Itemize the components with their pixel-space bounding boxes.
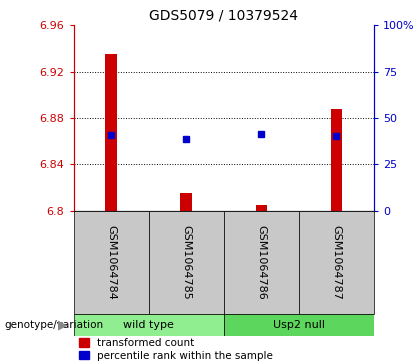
Text: GSM1064785: GSM1064785: [181, 225, 191, 299]
Text: Usp2 null: Usp2 null: [273, 320, 325, 330]
Legend: transformed count, percentile rank within the sample: transformed count, percentile rank withi…: [79, 338, 273, 361]
Text: ▶: ▶: [58, 318, 67, 331]
Bar: [74, 314, 224, 336]
Text: GSM1064787: GSM1064787: [331, 225, 341, 300]
Bar: [105, 54, 117, 211]
Text: GSM1064786: GSM1064786: [256, 225, 266, 299]
Bar: [74, 211, 149, 314]
Bar: [331, 109, 342, 211]
Bar: [299, 211, 374, 314]
Bar: [224, 314, 374, 336]
Bar: [149, 211, 224, 314]
Text: wild type: wild type: [123, 320, 174, 330]
Bar: [224, 211, 299, 314]
Title: GDS5079 / 10379524: GDS5079 / 10379524: [149, 9, 298, 23]
Bar: [181, 193, 192, 211]
Text: GSM1064784: GSM1064784: [106, 225, 116, 300]
Text: genotype/variation: genotype/variation: [4, 320, 103, 330]
Bar: [255, 205, 267, 211]
